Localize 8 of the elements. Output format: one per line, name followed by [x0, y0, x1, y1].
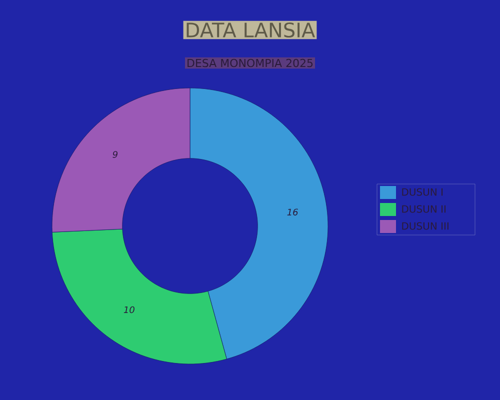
legend-label: DUSUN I [402, 188, 443, 196]
legend-label: DUSUN II [402, 205, 446, 213]
data-label: 10 [124, 306, 134, 314]
data-label: 16 [287, 208, 298, 216]
data-label: 9 [112, 151, 118, 158]
chart-title: DATA LANSIA [186, 22, 316, 38]
legend-label: DUSUN III [402, 222, 448, 230]
chart-subtitle: DESA MONOMPIA 2025 [188, 58, 313, 68]
